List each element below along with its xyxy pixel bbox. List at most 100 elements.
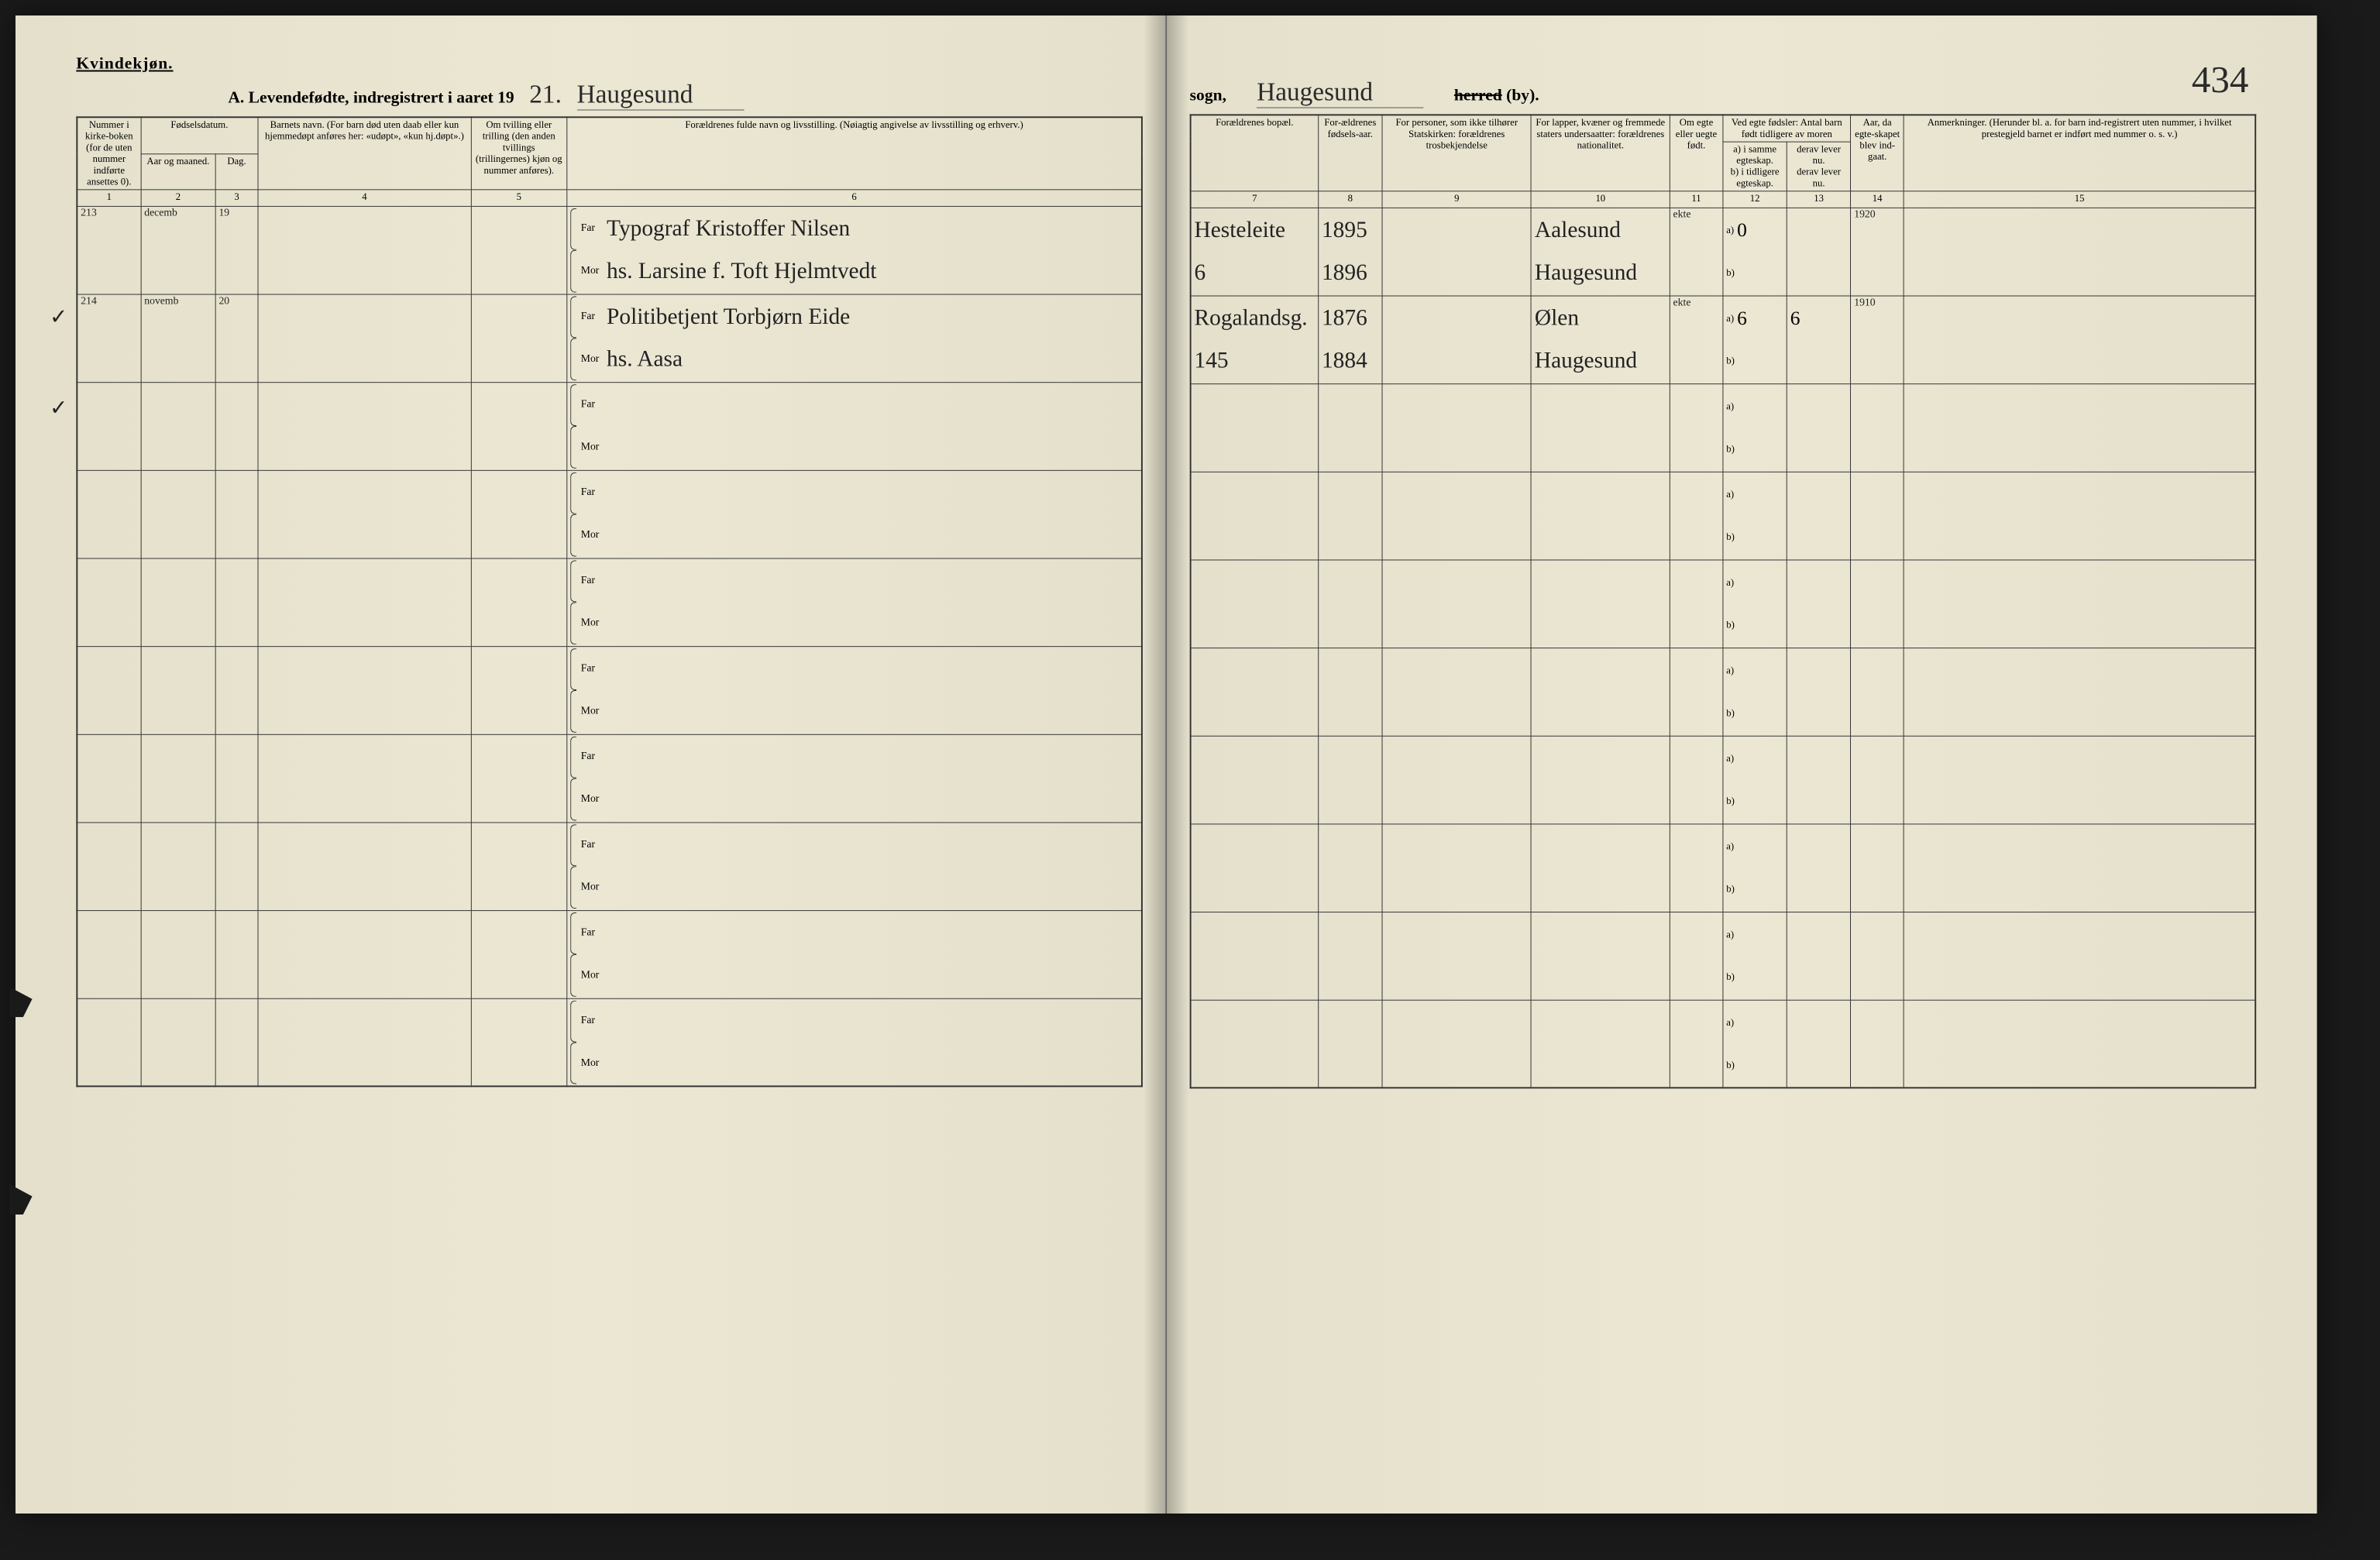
title-prefix: A. Levendefødte, indregistrert i aaret 1… (228, 88, 514, 107)
table-row: 213 decemb 19 Far Typograf Kristoffer Nil… (77, 206, 1142, 294)
colnum: 7 (1191, 191, 1319, 208)
colnum: 10 (1531, 191, 1670, 208)
colnum: 2 (141, 189, 215, 206)
cell-bopel: Rogalandsg.145 (1191, 296, 1319, 384)
mor-label: Mor (581, 353, 602, 366)
cell-name (258, 206, 471, 294)
colnum: 13 (1787, 191, 1850, 208)
cell-parents: Far Politibetjent Torbjørn Eide Mor hs. Aa… (567, 294, 1142, 383)
cell-aar: 18761884 (1319, 296, 1382, 384)
cell-num: 213 (77, 206, 140, 294)
col-header-dag: Dag. (215, 153, 258, 189)
cell-month: novemb (141, 294, 215, 383)
colnum: 15 (1904, 191, 2256, 208)
cell-day: 20 (215, 294, 258, 383)
col-header-tros: For personer, som ikke tilhører Statskir… (1382, 115, 1531, 191)
year-handwritten: 21. (529, 81, 562, 109)
col-header-anm: Anmerkninger. (Herunder bl. a. for barn … (1904, 115, 2256, 191)
register-book-spread: Kvindekjøn. A. Levendefødte, indregistre… (15, 15, 2317, 1514)
colnum: 3 (215, 189, 258, 206)
herred-struck: herred (1454, 85, 1502, 104)
colnum: 11 (1670, 191, 1723, 208)
table-header-right: Forældrenes bopæl. For-ældrenes fødsels-… (1191, 115, 2256, 208)
col-header-forældre: Forældrenes fulde navn og livsstilling. … (567, 117, 1142, 189)
page-left: Kvindekjøn. A. Levendefødte, indregistre… (15, 15, 1167, 1514)
table-row: FarMor (77, 646, 1142, 734)
colnum: 6 (567, 189, 1142, 206)
empty-rows-right: a)b) a)b) a)b) a)b) a)b) a)b) a)b) a)b) (1191, 383, 2256, 1088)
cell-lev: 6 (1787, 296, 1850, 384)
col-header-navn: Barnets navn. (For barn død uten daab el… (258, 117, 471, 189)
colnum: 4 (258, 189, 471, 206)
cell-bopel: Hesteleite6 (1191, 208, 1319, 296)
table-row: FarMor (77, 382, 1142, 470)
colnum: 14 (1851, 191, 1904, 208)
table-header-left: Nummer i kirke-boken (for de uten nummer… (77, 117, 1142, 206)
col-header-nat: For lapper, kvæner og fremmede staters u… (1531, 115, 1670, 191)
col-header-bopel: Forældrenes bopæl. (1191, 115, 1319, 191)
col-header-lev: derav lever nu.derav lever nu. (1787, 142, 1850, 191)
empty-rows-left: FarMor FarMor FarMor FarMor FarMor FarMo… (77, 382, 1142, 1086)
colnum: 8 (1319, 191, 1382, 208)
table-row: FarMor (77, 470, 1142, 558)
table-row: FarMor (77, 558, 1142, 647)
colnum: 12 (1723, 191, 1787, 208)
cell-ab: a)6b) (1723, 296, 1787, 384)
table-row: a)b) (1191, 736, 2256, 824)
table-row: Hesteleite6 18951896 AalesundHaugesund e… (1191, 208, 2256, 296)
cell-far: Typograf Kristoffer Nilsen (607, 218, 850, 240)
title-row-right: sogn, Haugesund herred (by). (1190, 78, 2257, 108)
table-body-left: 213 decemb 19 Far Typograf Kristoffer Nil… (77, 206, 1142, 382)
col-header-fodeaar: For-ældrenes fødsels-aar. (1319, 115, 1382, 191)
table-row: a)b) (1191, 648, 2256, 736)
herred-handwritten: Haugesund (1257, 78, 1424, 108)
cell-lev (1787, 208, 1850, 296)
col-header-aar: Aar og maaned. (141, 153, 215, 189)
col-header-num: Nummer i kirke-boken (for de uten nummer… (77, 117, 140, 189)
table-row: FarMor (77, 823, 1142, 911)
page-tear-icon (9, 1184, 32, 1215)
table-body-right: Hesteleite6 18951896 AalesundHaugesund e… (1191, 208, 2256, 383)
col-header-antal: Ved egte fødsler: Antal barn født tidlig… (1723, 115, 1851, 142)
table-row: a)b) (1191, 912, 2256, 1000)
cell-egteskap-aar: 1920 (1851, 208, 1904, 296)
cell-tros (1382, 208, 1531, 296)
table-row: a)b) (1191, 1000, 2256, 1088)
cell-aar: 18951896 (1319, 208, 1382, 296)
register-table-right: Forældrenes bopæl. For-ældrenes fødsels-… (1190, 114, 2257, 1088)
table-row: Rogalandsg.145 18761884 ØlenHaugesund ek… (1191, 296, 2256, 384)
colnum: 1 (77, 189, 140, 206)
col-header-a: a) i samme egteskap.b) i tidligere egtes… (1723, 142, 1787, 191)
col-header-egte: Om egte eller uegte født. (1670, 115, 1723, 191)
cell-month: decemb (141, 206, 215, 294)
checkmark-icon: ✓ (50, 395, 67, 421)
cell-num: 214 (77, 294, 140, 383)
cell-mor: hs. Aasa (607, 348, 683, 370)
cell-egteskap-aar: 1910 (1851, 296, 1904, 384)
page-number: 434 (2192, 57, 2248, 101)
by-label: (by). (1506, 85, 1539, 104)
cell-day: 19 (215, 206, 258, 294)
cell-tvilling (471, 206, 567, 294)
colnum: 9 (1382, 191, 1531, 208)
checkmark-icon: ✓ (50, 304, 67, 329)
far-label: Far (581, 311, 602, 323)
table-row: FarMor (77, 910, 1142, 998)
cell-name (258, 294, 471, 383)
cell-nat: ØlenHaugesund (1531, 296, 1670, 384)
gender-label: Kvindekjøn. (76, 53, 1143, 73)
col-header-tvilling: Om tvilling eller trilling (den anden tv… (471, 117, 567, 189)
table-row: a)b) (1191, 560, 2256, 648)
table-row: 214 novemb 20 Far Politibetjent Torbjørn … (77, 294, 1142, 383)
cell-nat: AalesundHaugesund (1531, 208, 1670, 296)
cell-parents: FarTypograf Kristoffer Nilsen Morhs. Lar… (567, 206, 1142, 294)
cell-egte: ekte (1670, 296, 1723, 384)
cell-far: Politibetjent Torbjørn Eide (607, 306, 850, 328)
col-header-egteskap: Aar, da egte-skapet blev ind-gaat. (1851, 115, 1904, 191)
page-right: 434 sogn, Haugesund herred (by). Forældr… (1167, 15, 2316, 1514)
sogn-label: sogn, (1190, 85, 1226, 105)
far-label: Far (581, 223, 602, 235)
title-row-left: A. Levendefødte, indregistrert i aaret 1… (76, 81, 1143, 110)
cell-egte: ekte (1670, 208, 1723, 296)
cell-ab: a)0b) (1723, 208, 1787, 296)
